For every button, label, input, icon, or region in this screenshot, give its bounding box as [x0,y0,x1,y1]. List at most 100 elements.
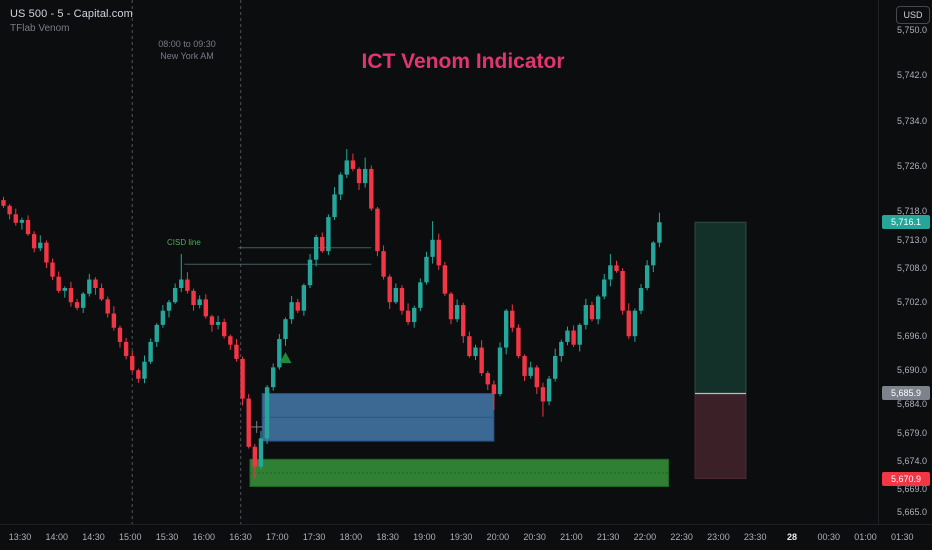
indicator-title[interactable]: TFlab Venom [10,23,70,34]
candle-body [332,194,337,218]
candle-body [307,259,313,286]
candle-body [479,347,484,374]
time-tick-label: 01:30 [890,532,914,542]
candle-body [172,288,178,303]
candle-body [252,446,258,467]
candle-body [497,347,503,395]
candle-body [503,310,509,348]
stop-price-badge: 5,670.9 [882,471,930,486]
price-tick-label: 5,726.0 [896,161,927,172]
candle-body [117,327,123,342]
candle-body [461,305,466,337]
time-tick-label: 14:00 [45,532,69,542]
candle-body [534,367,540,388]
candle-body [271,367,276,388]
price-tick-label: 5,708.0 [896,263,927,274]
candle-body [583,305,589,325]
time-tick-label: 17:30 [302,532,326,542]
candle-body [93,279,98,289]
candle-body [7,205,12,215]
time-tick-label: 17:00 [266,532,289,542]
candle-body [491,384,497,395]
candle-body [644,265,650,289]
time-tick-label: 23:30 [743,532,767,542]
candle-body [62,288,67,291]
candle-body [185,279,190,291]
candle-body [424,256,429,283]
candle-body [399,288,405,311]
time-tick-label: 22:30 [670,532,693,542]
price-axis[interactable]: USD 5,750.0 5,742.0 5,734.0 5,726.0 5,718.0 5… [878,0,932,524]
currency-button[interactable]: USD [896,6,930,24]
candle-body [620,271,625,311]
candle-body [467,336,472,357]
candle-body [19,219,25,223]
position-loss-zone [694,392,747,480]
candle-body [320,236,325,252]
candle-body [25,219,31,235]
candle-body [442,265,448,294]
candle-body [74,302,80,308]
entry-price-badge: 5,685.9 [882,386,930,401]
last-price-badge: 5,716.1 [882,215,930,230]
candle-body [559,341,564,357]
candle-body [50,262,55,277]
time-tick-label: 15:00 [119,532,142,542]
candle-body [295,302,300,311]
price-tick-label: 5,742.0 [896,70,927,81]
session-range-text: 08:00 to 09:30 [158,39,216,49]
candle-body [418,282,423,308]
time-tick-label: 19:00 [413,532,436,542]
candle-body [160,310,166,325]
time-tick-label: 20:30 [523,532,546,542]
candle-body [362,168,368,184]
time-tick-label: 21:00 [560,532,583,542]
candle-body [657,222,662,243]
candle-body [405,310,411,323]
time-tick-label: 14:30 [82,532,105,542]
candle-body [289,302,294,320]
candle-body [258,438,264,467]
symbol-title[interactable]: US 500 - 5 - Capital.com [10,8,133,20]
candle-body [553,356,558,379]
candle-body [136,370,141,379]
candle-body [228,336,233,345]
time-tick-label: 16:00 [192,532,216,542]
candle-body [68,288,74,303]
candle-body [246,398,251,447]
price-tick-label: 5,696.0 [896,331,927,342]
candle-body [485,373,490,385]
time-tick-label: 23:00 [707,532,730,542]
chart-canvas[interactable]: US 500 - 5 - Capital.com TFlab Venom 08:… [0,0,878,524]
candle-body [338,174,343,195]
candle-body [393,288,399,303]
candle-body [191,290,196,306]
session-zone-text: New York AM [160,51,214,61]
candle-body [313,236,319,260]
candle-body [142,361,147,379]
candle-body [264,387,270,439]
candle-body [589,305,595,320]
candle-body [1,200,6,206]
candle-body [540,387,546,402]
time-tick-label: 16:30 [229,532,252,542]
candle-body [356,168,362,184]
candlestick-chart [1,0,747,524]
price-tick-label: 5,713.0 [896,234,927,245]
candle-body [234,344,239,359]
time-tick-label: 22:00 [633,532,657,542]
candle-body [412,307,417,323]
time-axis[interactable]: 13:30 14:00 14:30 15:00 15:30 16:00 16:30 17:00… [0,524,932,550]
candle-body [454,305,460,320]
price-tick-label: 5,665.0 [896,507,927,517]
time-tick-label: 00:30 [817,532,840,542]
candle-body [571,330,576,345]
candle-body [344,160,349,175]
candle-body [350,160,356,169]
candle-body [577,324,582,345]
time-tick-label: 28 [786,532,797,542]
candle-body [638,288,644,311]
candle-body [80,293,86,308]
price-tick-label: 5,669.0 [896,484,927,495]
